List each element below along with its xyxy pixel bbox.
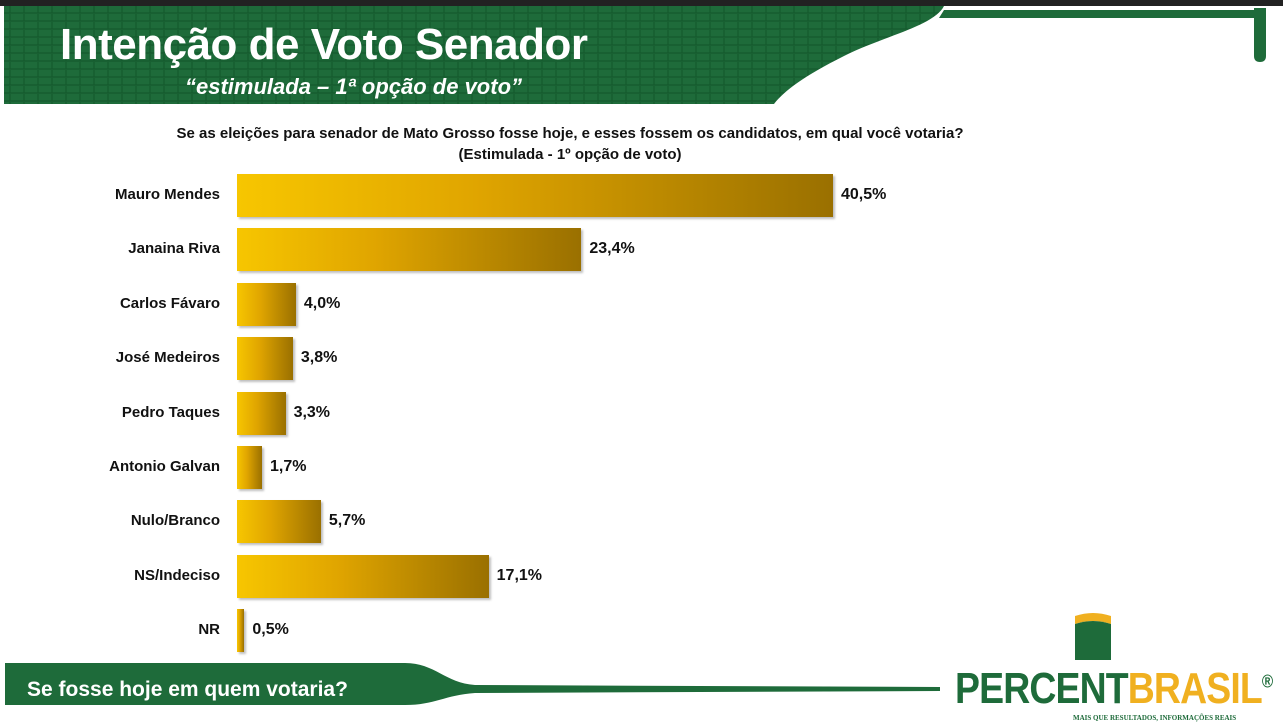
value-label: 3,3% — [293, 403, 331, 421]
footer-text: Se fosse hoje em quem votaria? — [27, 678, 348, 701]
header-banner — [4, 6, 1266, 104]
value-label: 1,7% — [270, 458, 307, 475]
page-subtitle: “estimulada – 1ª opção de voto” — [185, 74, 523, 99]
category-label: Pedro Taques — [121, 403, 220, 421]
value-label: 3,8% — [300, 349, 338, 367]
logo-tagline: MAIS QUE RESULTADOS, INFORMAÇÕES REAIS — [1073, 714, 1237, 722]
bar-jos-medeiros — [237, 337, 293, 381]
bar-ns-indeciso — [237, 554, 489, 598]
bar-mauro-mendes — [237, 174, 833, 217]
value-label: 0,5% — [252, 621, 289, 639]
category-label: Mauro Mendes — [114, 186, 220, 203]
value-label: 17,1% — [496, 566, 543, 584]
category-label: Carlos Fávaro — [119, 294, 220, 312]
percentbrasil-logo: PERCENTBRASIL® MAIS QUE RESULTADOS, INFO… — [955, 612, 1275, 724]
bar-nr — [237, 609, 245, 653]
bar-nulo-branco — [237, 500, 321, 544]
category-label: José Medeiros — [115, 349, 220, 367]
category-label: NS/Indeciso — [134, 566, 220, 584]
bar-carlos-f-varo — [237, 282, 296, 326]
page-title: Intenção de Voto Senador — [60, 20, 588, 69]
logo-text: PERCENTBRASIL® — [955, 664, 1273, 713]
category-label: Janaina Riva — [128, 240, 220, 258]
value-label: 5,7% — [328, 512, 366, 530]
value-label: 4,0% — [303, 294, 341, 312]
logo-flag-icon — [1075, 613, 1111, 660]
value-label: 23,4% — [589, 240, 635, 258]
category-label: Nulo/Branco — [130, 512, 220, 530]
bar-pedro-taques — [237, 391, 286, 435]
bar-janaina-riva — [237, 228, 582, 272]
value-label: 40,5% — [841, 186, 887, 203]
bar-antonio-galvan — [237, 446, 263, 489]
category-label: NR — [198, 621, 220, 639]
footer-banner — [5, 663, 940, 705]
category-label: Antonio Galvan — [109, 458, 220, 475]
chart-title: Se as eleições para senador de Mato Gros… — [176, 125, 964, 163]
top-bar — [0, 0, 1283, 6]
